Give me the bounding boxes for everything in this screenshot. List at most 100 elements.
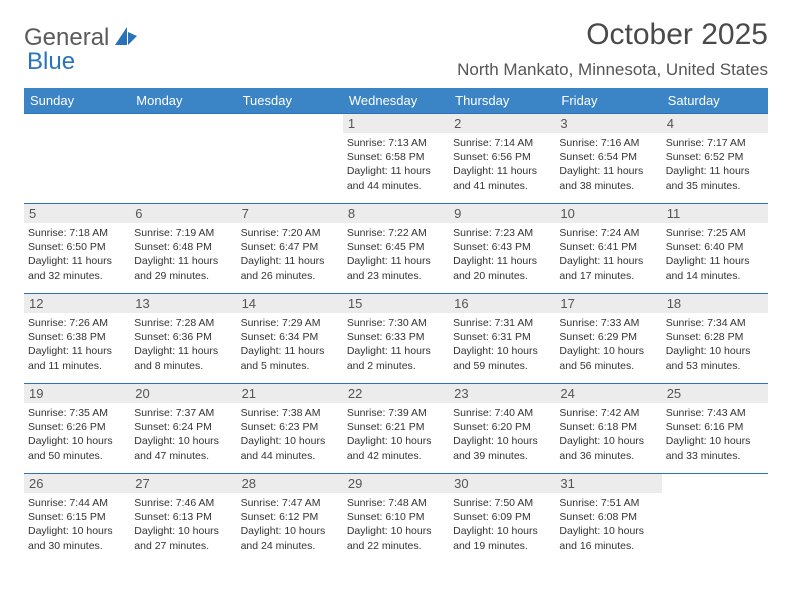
day-number: 16	[449, 294, 555, 313]
day-cell: 17Sunrise: 7:33 AMSunset: 6:29 PMDayligh…	[555, 294, 661, 384]
day-number: 18	[662, 294, 768, 313]
day-cell: 18 Sunrise: 7:34 AMSunset: 6:28 PMDayligh…	[662, 294, 768, 384]
day-info: Sunrise: 7:19 AMSunset: 6:48 PMDaylight:…	[134, 226, 230, 283]
weekday-header: Sunday	[24, 88, 130, 114]
day-cell: 6Sunrise: 7:19 AMSunset: 6:48 PMDaylight…	[130, 204, 236, 294]
day-cell: 29Sunrise: 7:48 AMSunset: 6:10 PMDayligh…	[343, 474, 449, 564]
day-cell: 13Sunrise: 7:28 AMSunset: 6:36 PMDayligh…	[130, 294, 236, 384]
day-cell: 16 Sunrise: 7:31 AMSunset: 6:31 PMDayligh…	[449, 294, 555, 384]
day-cell: 9 Sunrise: 7:23 AMSunset: 6:43 PMDaylight…	[449, 204, 555, 294]
weekday-row: SundayMondayTuesdayWednesdayThursdayFrid…	[24, 88, 768, 114]
day-cell: 27Sunrise: 7:46 AMSunset: 6:13 PMDayligh…	[130, 474, 236, 564]
day-cell: 20 Sunrise: 7:37 AMSunset: 6:24 PMDayligh…	[130, 384, 236, 474]
day-info: Sunrise: 7:20 AMSunset: 6:47 PMDaylight:…	[241, 226, 337, 283]
day-info: Sunrise: 7:44 AMSunset: 6:15 PMDaylight:…	[28, 496, 124, 553]
day-number: 1	[343, 114, 449, 133]
day-info: Sunrise: 7:30 AMSunset: 6:33 PMDaylight:…	[347, 316, 443, 373]
day-info: Sunrise: 7:17 AMSunset: 6:52 PMDaylight:…	[666, 136, 762, 193]
day-info: Sunrise: 7:42 AMSunset: 6:18 PMDaylight:…	[559, 406, 655, 463]
day-number: 10	[555, 204, 661, 223]
day-info: Sunrise: 7:22 AMSunset: 6:45 PMDaylight:…	[347, 226, 443, 283]
month-title: October 2025	[457, 18, 768, 52]
day-info: Sunrise: 7:31 AMSunset: 6:31 PMDaylight:…	[453, 316, 549, 373]
day-number: 11	[662, 204, 768, 223]
day-number: 13	[130, 294, 236, 313]
day-info: Sunrise: 7:16 AMSunset: 6:54 PMDaylight:…	[559, 136, 655, 193]
day-cell: 21 Sunrise: 7:38 AMSunset: 6:23 PMDayligh…	[237, 384, 343, 474]
empty-cell	[662, 474, 768, 564]
day-cell: 26Sunrise: 7:44 AMSunset: 6:15 PMDayligh…	[24, 474, 130, 564]
day-number: 24	[555, 384, 661, 403]
day-cell: 3 Sunrise: 7:16 AMSunset: 6:54 PMDaylight…	[555, 114, 661, 204]
day-info: Sunrise: 7:39 AMSunset: 6:21 PMDaylight:…	[347, 406, 443, 463]
day-cell: 4 Sunrise: 7:17 AMSunset: 6:52 PMDaylight…	[662, 114, 768, 204]
calendar-table: SundayMondayTuesdayWednesdayThursdayFrid…	[24, 88, 768, 564]
calendar-row: 12Sunrise: 7:26 AMSunset: 6:38 PMDayligh…	[24, 294, 768, 384]
header: General October 2025 North Mankato, Minn…	[24, 18, 768, 80]
day-info: Sunrise: 7:18 AMSunset: 6:50 PMDaylight:…	[28, 226, 124, 283]
day-number: 14	[237, 294, 343, 313]
day-info: Sunrise: 7:33 AMSunset: 6:29 PMDaylight:…	[559, 316, 655, 373]
day-number: 12	[24, 294, 130, 313]
calendar-head: SundayMondayTuesdayWednesdayThursdayFrid…	[24, 88, 768, 114]
weekday-header: Wednesday	[343, 88, 449, 114]
title-block: October 2025 North Mankato, Minnesota, U…	[457, 18, 768, 80]
day-info: Sunrise: 7:38 AMSunset: 6:23 PMDaylight:…	[241, 406, 337, 463]
weekday-header: Monday	[130, 88, 236, 114]
day-cell: 24 Sunrise: 7:42 AMSunset: 6:18 PMDayligh…	[555, 384, 661, 474]
day-cell: 22Sunrise: 7:39 AMSunset: 6:21 PMDayligh…	[343, 384, 449, 474]
day-info: Sunrise: 7:23 AMSunset: 6:43 PMDaylight:…	[453, 226, 549, 283]
day-number: 28	[237, 474, 343, 493]
day-cell: 15Sunrise: 7:30 AMSunset: 6:33 PMDayligh…	[343, 294, 449, 384]
day-number: 8	[343, 204, 449, 223]
day-cell: 10Sunrise: 7:24 AMSunset: 6:41 PMDayligh…	[555, 204, 661, 294]
day-cell: 5 Sunrise: 7:18 AMSunset: 6:50 PMDaylight…	[24, 204, 130, 294]
day-cell: 11 Sunrise: 7:25 AMSunset: 6:40 PMDayligh…	[662, 204, 768, 294]
day-number: 20	[130, 384, 236, 403]
empty-cell	[130, 114, 236, 204]
day-cell: 23Sunrise: 7:40 AMSunset: 6:20 PMDayligh…	[449, 384, 555, 474]
day-number: 9	[449, 204, 555, 223]
location-text: North Mankato, Minnesota, United States	[457, 60, 768, 80]
day-cell: 1Sunrise: 7:13 AMSunset: 6:58 PMDaylight…	[343, 114, 449, 204]
logo-sail-icon	[113, 25, 139, 52]
day-number: 3	[555, 114, 661, 133]
day-cell: 14 Sunrise: 7:29 AMSunset: 6:34 PMDayligh…	[237, 294, 343, 384]
day-number: 31	[555, 474, 661, 493]
day-cell: 8 Sunrise: 7:22 AMSunset: 6:45 PMDaylight…	[343, 204, 449, 294]
day-info: Sunrise: 7:46 AMSunset: 6:13 PMDaylight:…	[134, 496, 230, 553]
day-cell: 25 Sunrise: 7:43 AMSunset: 6:16 PMDayligh…	[662, 384, 768, 474]
day-info: Sunrise: 7:35 AMSunset: 6:26 PMDaylight:…	[28, 406, 124, 463]
day-cell: 28 Sunrise: 7:47 AMSunset: 6:12 PMDayligh…	[237, 474, 343, 564]
day-number: 7	[237, 204, 343, 223]
weekday-header: Thursday	[449, 88, 555, 114]
day-number: 30	[449, 474, 555, 493]
day-info: Sunrise: 7:25 AMSunset: 6:40 PMDaylight:…	[666, 226, 762, 283]
day-number: 19	[24, 384, 130, 403]
calendar-row: 5 Sunrise: 7:18 AMSunset: 6:50 PMDaylight…	[24, 204, 768, 294]
day-number: 4	[662, 114, 768, 133]
day-number: 29	[343, 474, 449, 493]
calendar-body: 1Sunrise: 7:13 AMSunset: 6:58 PMDaylight…	[24, 114, 768, 564]
day-number: 25	[662, 384, 768, 403]
calendar-row: 19 Sunrise: 7:35 AMSunset: 6:26 PMDayligh…	[24, 384, 768, 474]
day-info: Sunrise: 7:51 AMSunset: 6:08 PMDaylight:…	[559, 496, 655, 553]
day-info: Sunrise: 7:37 AMSunset: 6:24 PMDaylight:…	[134, 406, 230, 463]
day-number: 21	[237, 384, 343, 403]
brand-word-2: Blue	[27, 48, 75, 75]
day-info: Sunrise: 7:14 AMSunset: 6:56 PMDaylight:…	[453, 136, 549, 193]
calendar-row: 1Sunrise: 7:13 AMSunset: 6:58 PMDaylight…	[24, 114, 768, 204]
empty-cell	[237, 114, 343, 204]
weekday-header: Friday	[555, 88, 661, 114]
day-number: 5	[24, 204, 130, 223]
day-cell: 2Sunrise: 7:14 AMSunset: 6:56 PMDaylight…	[449, 114, 555, 204]
brand-word-2-wrap: Blue	[27, 48, 75, 76]
day-info: Sunrise: 7:43 AMSunset: 6:16 PMDaylight:…	[666, 406, 762, 463]
day-cell: 31 Sunrise: 7:51 AMSunset: 6:08 PMDayligh…	[555, 474, 661, 564]
day-info: Sunrise: 7:29 AMSunset: 6:34 PMDaylight:…	[241, 316, 337, 373]
day-info: Sunrise: 7:47 AMSunset: 6:12 PMDaylight:…	[241, 496, 337, 553]
day-info: Sunrise: 7:34 AMSunset: 6:28 PMDaylight:…	[666, 316, 762, 373]
day-cell: 7 Sunrise: 7:20 AMSunset: 6:47 PMDaylight…	[237, 204, 343, 294]
day-info: Sunrise: 7:50 AMSunset: 6:09 PMDaylight:…	[453, 496, 549, 553]
empty-cell	[24, 114, 130, 204]
